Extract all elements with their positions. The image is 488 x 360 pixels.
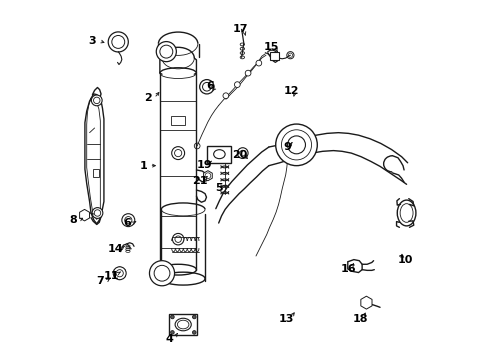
Circle shape: [170, 330, 174, 334]
Text: 15: 15: [263, 42, 279, 51]
Text: 1: 1: [139, 161, 147, 171]
Circle shape: [244, 70, 250, 76]
Text: 20: 20: [232, 150, 247, 160]
Text: 21: 21: [191, 176, 207, 186]
Polygon shape: [360, 296, 371, 309]
Text: 14: 14: [107, 244, 123, 254]
Circle shape: [91, 95, 102, 106]
Ellipse shape: [396, 200, 415, 226]
Circle shape: [122, 214, 135, 226]
Circle shape: [237, 148, 247, 158]
Text: 5: 5: [215, 183, 223, 193]
Text: 13: 13: [279, 314, 294, 324]
Text: 18: 18: [351, 314, 367, 324]
Circle shape: [149, 261, 174, 286]
FancyBboxPatch shape: [171, 116, 184, 126]
Circle shape: [192, 330, 196, 334]
Text: 6: 6: [206, 81, 214, 91]
Circle shape: [199, 80, 214, 94]
Polygon shape: [80, 210, 89, 221]
Circle shape: [170, 315, 174, 319]
Circle shape: [156, 41, 176, 62]
Text: 8: 8: [69, 215, 77, 225]
Circle shape: [275, 124, 317, 166]
Circle shape: [113, 267, 126, 280]
Circle shape: [255, 60, 261, 66]
FancyBboxPatch shape: [269, 52, 278, 60]
Circle shape: [234, 82, 240, 87]
Circle shape: [171, 147, 184, 159]
Polygon shape: [203, 171, 212, 181]
Text: 17: 17: [232, 24, 247, 35]
Circle shape: [108, 32, 128, 52]
FancyBboxPatch shape: [93, 169, 99, 177]
FancyBboxPatch shape: [169, 314, 197, 335]
Circle shape: [192, 315, 196, 319]
Text: 10: 10: [397, 255, 412, 265]
Text: 12: 12: [283, 86, 298, 96]
Circle shape: [92, 208, 102, 219]
Text: 19: 19: [196, 160, 212, 170]
Text: 16: 16: [340, 264, 356, 274]
Circle shape: [223, 93, 228, 99]
Circle shape: [172, 233, 183, 245]
Text: 9: 9: [282, 142, 290, 152]
Text: 7: 7: [96, 276, 104, 286]
FancyBboxPatch shape: [206, 145, 231, 163]
Text: 3: 3: [88, 36, 95, 46]
Polygon shape: [347, 260, 362, 273]
Text: 4: 4: [165, 333, 174, 343]
Text: 11: 11: [104, 271, 120, 281]
Text: 6: 6: [123, 218, 131, 228]
Text: 2: 2: [143, 93, 151, 103]
